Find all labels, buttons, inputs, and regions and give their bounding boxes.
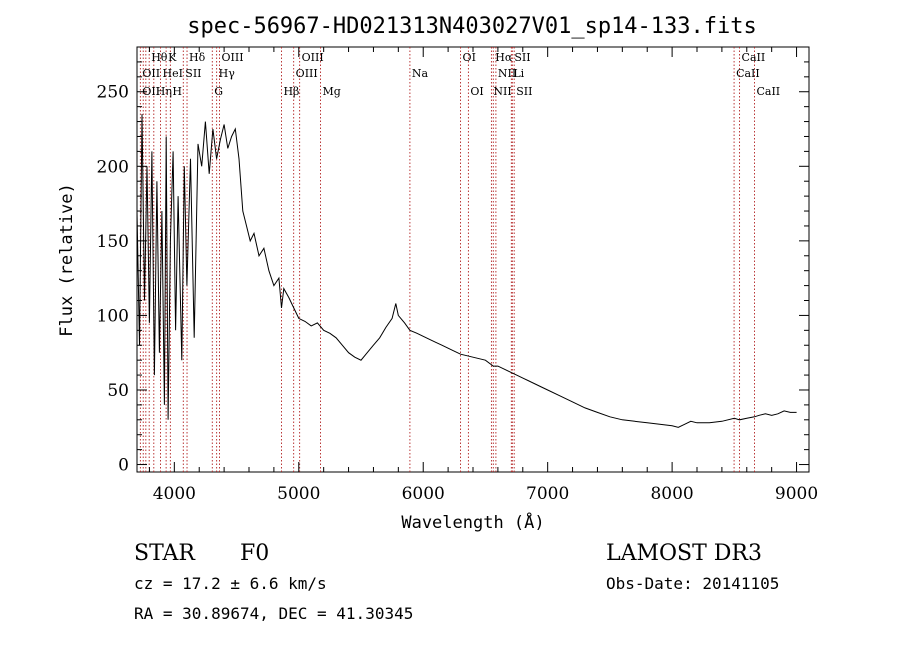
line-id-label: Hγ (219, 67, 236, 80)
line-id-label: Hβ (283, 85, 299, 98)
y-axis-label: Flux (relative) (57, 183, 77, 337)
line-id-label: Hα (495, 51, 513, 64)
line-id-label: OII (142, 85, 160, 98)
y-tick-label: 150 (97, 232, 129, 252)
line-id-label: Li (513, 67, 524, 80)
line-id-label: K (168, 51, 177, 64)
x-tick-label: 4000 (153, 484, 196, 504)
x-axis-ticks: 4000 5000 6000 7000 8000 9000 (148, 47, 818, 504)
x-tick-label: 5000 (277, 484, 320, 504)
line-id-label: CaII (756, 85, 780, 98)
y-tick-label: 100 (97, 306, 129, 326)
line-id-label: NII (498, 67, 516, 80)
line-id-label: OIII (302, 51, 324, 64)
survey-name: LAMOST DR3 (606, 541, 762, 566)
x-tick-label: 7000 (526, 484, 569, 504)
line-id-label: OI (470, 85, 483, 98)
line-id-label: SII (514, 51, 530, 64)
obs-date: Obs-Date: 20141105 (606, 574, 779, 593)
line-id-label: Mg (323, 85, 341, 98)
spectrum-line (136, 114, 797, 428)
object-subclass: F0 (240, 541, 269, 566)
object-class: STAR (134, 541, 196, 566)
y-tick-label: 0 (118, 456, 129, 476)
x-tick-label: 9000 (775, 484, 818, 504)
line-id-label: Hη (156, 85, 172, 98)
line-id-label: HeI (163, 67, 183, 80)
line-id-label: OII (142, 67, 160, 80)
line-id-label: OI (463, 51, 476, 64)
chart-title: spec-56967-HD021313N403027V01_sp14-133.f… (187, 14, 757, 39)
line-id-label: CaII (742, 51, 766, 64)
line-id-label: Hθ (151, 51, 168, 64)
spectrum-series (136, 114, 797, 428)
line-id-label: OIII (296, 67, 318, 80)
x-tick-label: 6000 (402, 484, 445, 504)
y-tick-label: 200 (97, 157, 129, 177)
line-id-label: SII (185, 67, 201, 80)
line-id-label: Hδ (189, 51, 206, 64)
y-axis-ticks: 0 50 100 150 200 250 (97, 61, 809, 476)
plot-frame (136, 46, 810, 473)
line-markers (139, 47, 755, 472)
line-id-label: OIII (222, 51, 244, 64)
line-id-label: SII (516, 85, 532, 98)
line-id-label: NII (493, 85, 511, 98)
redshift-info: cz = 17.2 ± 6.6 km/s (134, 574, 327, 593)
line-id-label: H (172, 85, 182, 98)
x-axis-label: Wavelength (Å) (401, 511, 544, 533)
coordinates: RA = 30.89674, DEC = 41.30345 (134, 604, 413, 623)
y-tick-label: 50 (107, 381, 129, 401)
line-id-label: Na (412, 67, 429, 80)
y-tick-label: 250 (97, 83, 129, 103)
line-id-label: G (214, 85, 223, 98)
x-tick-label: 8000 (650, 484, 693, 504)
line-id-label: CaII (736, 67, 760, 80)
